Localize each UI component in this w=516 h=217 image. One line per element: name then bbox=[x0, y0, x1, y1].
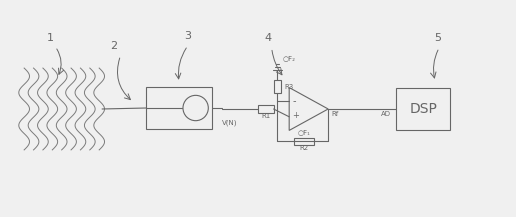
Text: R3: R3 bbox=[284, 84, 294, 90]
Text: +: + bbox=[292, 111, 299, 120]
Text: ○F₂: ○F₂ bbox=[282, 55, 295, 61]
Bar bbox=[396, 87, 450, 130]
Bar bbox=[258, 105, 273, 113]
Text: V(N): V(N) bbox=[222, 120, 237, 126]
Text: 5: 5 bbox=[434, 33, 441, 43]
Text: DSP: DSP bbox=[409, 102, 437, 116]
Text: R2: R2 bbox=[299, 145, 309, 151]
Text: -: - bbox=[292, 96, 296, 106]
Text: R1: R1 bbox=[261, 113, 270, 119]
Bar bbox=[294, 138, 314, 145]
Text: 2: 2 bbox=[110, 41, 117, 51]
Bar bbox=[146, 87, 212, 130]
Text: 3: 3 bbox=[184, 31, 191, 41]
Text: Rf: Rf bbox=[331, 111, 338, 117]
Text: AD: AD bbox=[381, 111, 391, 117]
Text: ○F₁: ○F₁ bbox=[297, 129, 310, 135]
Bar bbox=[273, 80, 281, 93]
Text: 4: 4 bbox=[264, 33, 271, 43]
Text: 1: 1 bbox=[47, 33, 54, 43]
